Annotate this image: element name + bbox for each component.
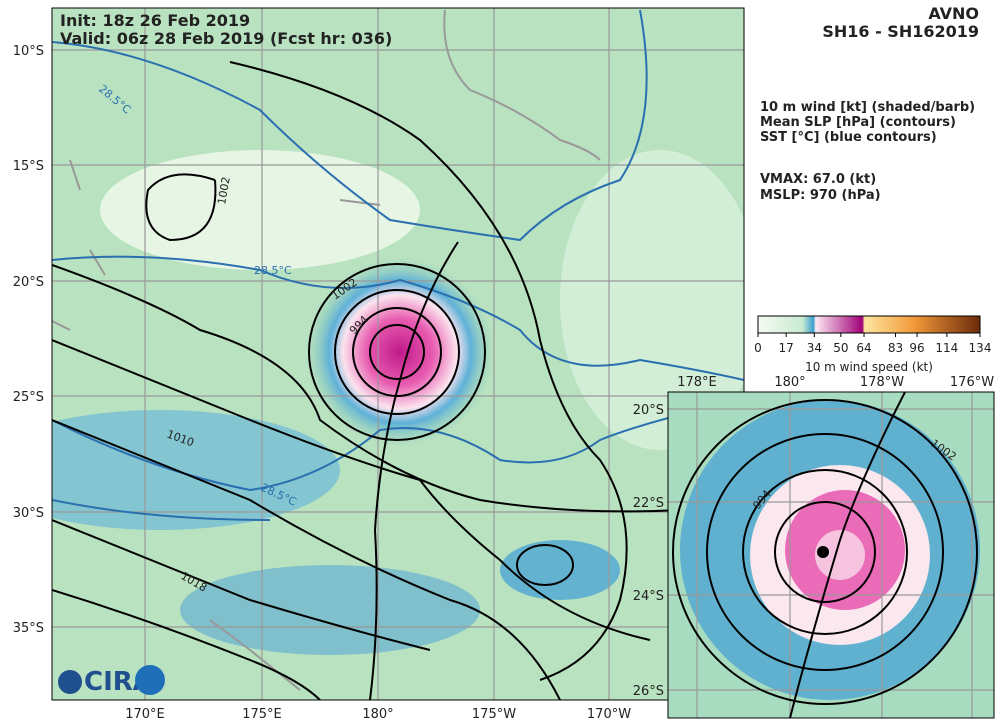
colorbar-tick-label: 0 [754,341,762,355]
lon-label: 175°W [472,707,516,722]
slp-contour [774,501,876,603]
slp-contour [706,433,944,671]
lon-label: 176°W [950,375,994,390]
slp-contour [334,289,460,415]
lon-label: 170°W [587,707,631,722]
colorbar-tick-label: 114 [935,341,958,355]
slp-contour [369,324,425,380]
sst-label: 28.5°C [254,264,292,277]
sst-contour [52,9,744,521]
lon-label: 180° [774,375,805,390]
slp-contour [52,61,744,700]
storm-center [817,546,829,558]
colorbar-scale [757,315,981,334]
valid-time: Valid: 06z 28 Feb 2019 (Fcst hr: 036) [60,29,392,48]
main-map: 1002 1002 994 1010 1018 28.5°C 28.5°C 28… [52,8,744,700]
colorbar-tick-label: 64 [856,341,871,355]
lat-label: 15°S [13,159,44,174]
lat-label: 10°S [13,44,44,59]
colorbar: 0 17 34 50 64 83 96 114 134 10 m wind speed (kt) [754,315,992,374]
colorbar-tick-label: 50 [833,341,848,355]
lon-label: 178°W [860,375,904,390]
slp-contour [742,469,908,635]
lon-label: 170°E [125,707,165,722]
slp-contour [308,263,486,441]
colorbar-tick-label: 83 [888,341,903,355]
init-time: Init: 18z 26 Feb 2019 [60,11,250,30]
lon-label: 180° [362,707,393,722]
inset-frame [667,391,995,719]
map-frame [51,7,745,701]
inset-map: 1002 994 [668,392,994,718]
mslp: MSLP: 970 (hPa) [760,188,881,203]
colorbar-tick-label: 96 [909,341,924,355]
storm-core [305,257,495,447]
wind-shade [560,150,744,450]
field-description: Mean SLP [hPa] (contours) [760,115,956,130]
lat-label: 35°S [13,621,44,636]
wind-shade [180,565,480,655]
wind-shade [815,530,865,580]
storm-id: SH16 - SH162019 [822,22,979,41]
logo: CIRA [58,665,165,697]
lat-label: 26°S [633,684,664,699]
colorbar-label: 10 m wind speed (kt) [805,360,933,374]
vmax: VMAX: 67.0 (kt) [760,172,876,187]
model-name: AVNO [928,4,979,23]
lat-label: 20°S [13,275,44,290]
lat-label: 25°S [13,390,44,405]
wind-shade [100,150,420,270]
field-description: SST [°C] (blue contours) [760,130,937,145]
slp-contour [145,173,217,242]
slp-contour [516,544,574,586]
lat-label: 22°S [633,496,664,511]
coastline [52,9,601,691]
lat-label: 24°S [633,589,664,604]
lat-label: 30°S [13,506,44,521]
slp-contour [672,399,978,705]
lon-label: 175°E [242,707,282,722]
colorbar-tick-label: 17 [779,341,794,355]
lat-label: 20°S [633,403,664,418]
track [789,392,906,718]
wind-shade [52,410,340,530]
slp-contour [352,307,442,397]
field-description: 10 m wind [kt] (shaded/barb) [760,100,975,115]
lon-label: 178°E [677,375,717,390]
contour-label: 1002 [215,176,233,206]
colorbar-tick-label: 34 [807,341,822,355]
colorbar-tick-label: 134 [969,341,992,355]
